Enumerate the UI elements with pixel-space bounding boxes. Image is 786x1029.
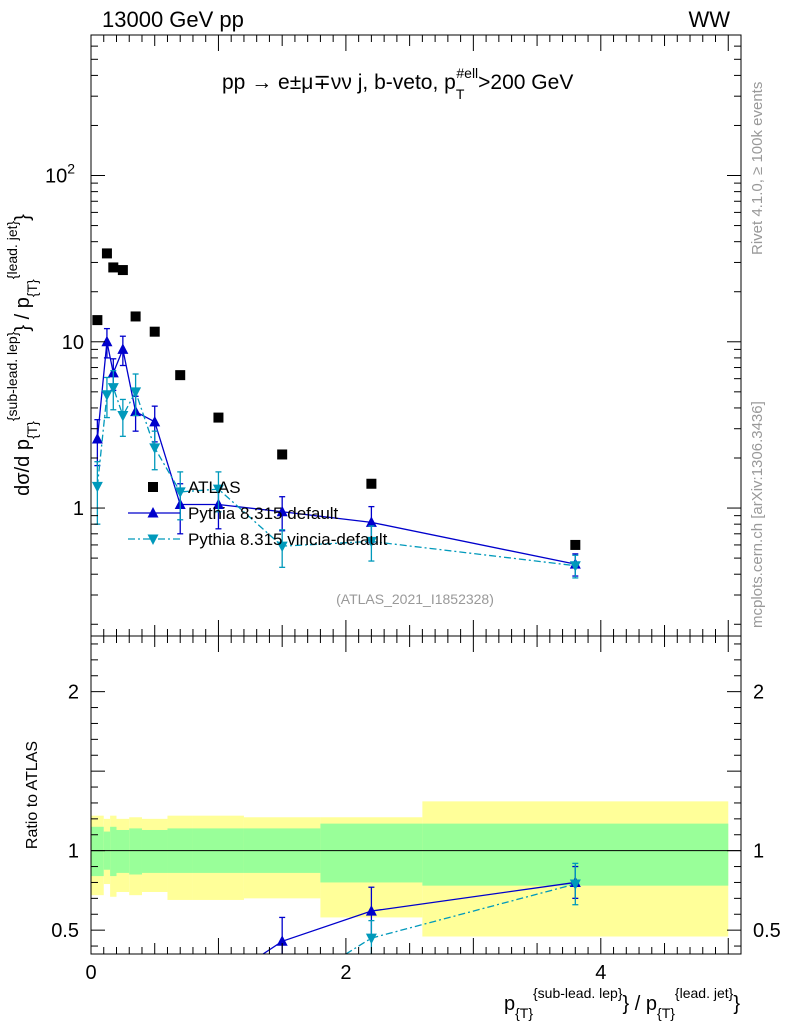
y-tick-label: 1 [73, 498, 84, 520]
atlas-data-point [175, 370, 186, 381]
atlas-data-point [101, 248, 112, 259]
pythia-default-point [365, 516, 377, 527]
uncertainty-band-inner [91, 826, 104, 877]
pythia-vincia-point [174, 487, 186, 498]
pythia-default-point [91, 433, 103, 444]
series-line-pythia-vincia [96, 386, 576, 567]
uncertainty-band-inner [116, 829, 130, 873]
ratio-pythia-default-point [276, 935, 288, 946]
atlas-data-point [92, 315, 103, 326]
legend-pythia-default-marker [147, 507, 159, 518]
pythia-vincia-point [276, 541, 288, 553]
rivet-version-label: Rivet 4.1.0, ≥ 100k events [749, 82, 766, 255]
svg-text:dσ/d p{T}{sub-lead. lep}} / p{: dσ/d p{T}{sub-lead. lep}} / p{T}{lead. j… [4, 214, 40, 496]
legend-pythia-vincia-marker [147, 534, 159, 545]
main-y-axis-label: dσ/d p{T}{sub-lead. lep}} / p{T}{lead. j… [4, 214, 40, 496]
ratio-line-pythia-default [262, 881, 576, 954]
y-tick-label: 10 [62, 332, 84, 354]
uncertainty-band-inner [110, 826, 117, 877]
pythia-vincia-point [569, 561, 581, 572]
legend-entry-label: Pythia 8.315 default [188, 504, 339, 523]
pythia-default-point [149, 415, 161, 427]
process-label: pp → e±μ∓νν j, b-veto, pT #ell>200 GeV [222, 65, 573, 102]
ratio-y-tick-label: 2 [68, 682, 79, 704]
atlas-data-point [149, 326, 160, 337]
process-label-main: pp → e±μ∓νν j, b-veto, p [222, 71, 456, 94]
analysis-watermark: (ATLAS_2021_I1852328) [336, 591, 494, 607]
pythia-default-point [117, 343, 129, 354]
atlas-data-point [108, 262, 119, 273]
atlas-data-point [213, 412, 224, 423]
ratio-pythia-vincia-point [365, 933, 377, 945]
legend: ATLAS Pythia 8.315 default Pythia 8.315 vi… [128, 478, 388, 549]
uncertainty-band-inner [320, 823, 423, 883]
pythia-default-point [101, 335, 113, 347]
legend-atlas-marker [148, 482, 158, 492]
header-process-tag: WW [688, 7, 730, 32]
x-axis-label: p{T}{sub-lead. lep}} / p{T}{lead. jet}} [504, 985, 740, 1021]
x-tick-label: 0 [85, 962, 96, 984]
ratio-pythia-default-point [365, 905, 377, 916]
ratio-y-tick-label-right: 1 [753, 841, 764, 863]
pythia-vincia-point [91, 481, 103, 493]
legend-entry-label: ATLAS [188, 478, 241, 497]
ratio-y-axis-label: Ratio to ATLAS [24, 741, 41, 849]
process-label-sup: #ell [456, 65, 478, 81]
uncertainty-band-inner [129, 828, 142, 875]
ratio-pythia-vincia-point [569, 879, 581, 891]
ratio-panel-frame [90, 635, 742, 955]
x-tick-label: 2 [340, 962, 351, 984]
x-tick-label: 4 [595, 962, 606, 984]
ratio-y-tick-label: 0.5 [51, 920, 79, 942]
process-label-tail: >200 GeV [478, 71, 573, 94]
mcplots-label: mcplots.cern.ch [arXiv:1306.3436] [749, 401, 766, 628]
pythia-vincia-point [149, 443, 161, 454]
legend-entry-label: Pythia 8.315 vincia-default [188, 530, 388, 549]
ratio-y-tick-label: 1 [68, 841, 79, 863]
pythia-vincia-point [365, 536, 377, 548]
pythia-vincia-point [107, 383, 119, 394]
pythia-vincia-point [130, 387, 142, 398]
atlas-data-point [570, 539, 581, 550]
pythia-vincia-point [117, 411, 129, 422]
ratio-y-tick-label-right: 0.5 [753, 920, 781, 942]
atlas-data-point [117, 265, 128, 276]
pythia-vincia-point [101, 390, 113, 401]
uncertainty-band-inner [141, 829, 168, 873]
pythia-vincia-point [212, 484, 224, 496]
process-label-sub: T [456, 86, 465, 102]
atlas-data-point [366, 478, 377, 489]
header-energy: 13000 GeV pp [102, 7, 244, 32]
atlas-data-point [130, 311, 141, 322]
y-tick-label: 102 [45, 161, 75, 188]
ratio-y-tick-label-right: 2 [753, 682, 764, 704]
atlas-data-point [277, 449, 288, 460]
pythia-default-point [276, 505, 288, 517]
